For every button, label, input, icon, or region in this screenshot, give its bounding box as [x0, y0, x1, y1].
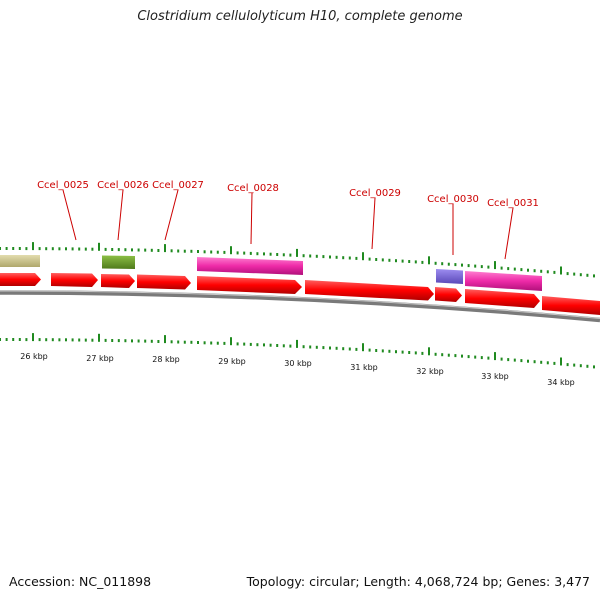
cds-arrow [101, 274, 135, 288]
cds-arrow [465, 289, 540, 308]
scale-labels: 26 kbp 27 kbp 28 kbp 29 kbp 30 kbp 31 kb… [20, 352, 575, 387]
feature-box [465, 271, 542, 291]
gene-label[interactable]: Ccel_0029 [349, 188, 401, 199]
upper-tick-row [0, 242, 595, 278]
cds-arrow [435, 287, 462, 302]
feature-box [102, 255, 135, 269]
leader-line [164, 189, 179, 241]
cds-arrow [0, 273, 41, 286]
kbp-label: 32 kbp [416, 367, 444, 376]
gene-label[interactable]: Ccel_0031 [487, 198, 539, 209]
gene-leader-lines [62, 189, 514, 260]
cds-arrow [197, 276, 302, 294]
kbp-label: 33 kbp [481, 372, 509, 381]
cds-arrow [137, 274, 191, 290]
cds-arrow [542, 296, 600, 315]
cds-arrow [305, 280, 434, 301]
kbp-label: 27 kbp [86, 354, 114, 363]
leader-line [62, 189, 77, 241]
gene-label[interactable]: Ccel_0030 [427, 194, 479, 205]
gene-label[interactable]: Ccel_0025 [37, 180, 89, 191]
map-title: Clostridium cellulolyticum H10, complete… [137, 9, 463, 24]
gene-label[interactable]: Ccel_0028 [227, 183, 279, 194]
kbp-label: 29 kbp [218, 357, 246, 366]
kbp-label: 26 kbp [20, 352, 48, 361]
kbp-label: 34 kbp [547, 378, 575, 387]
leader-line [117, 189, 124, 241]
accession-text: Accession: NC_011898 [9, 574, 152, 589]
cds-arrow [51, 273, 98, 287]
genome-backbone [0, 290, 600, 323]
feature-box [0, 255, 40, 267]
gene-label[interactable]: Ccel_0027 [152, 180, 204, 191]
feature-box [197, 257, 303, 275]
leader-line [371, 197, 376, 250]
genome-backbone-highlight [0, 290, 600, 319]
gene-labels: Ccel_0025 Ccel_0026 Ccel_0027 Ccel_0028 … [37, 180, 539, 209]
cds-track [0, 273, 600, 315]
kbp-label: 30 kbp [284, 359, 312, 368]
feature-track [0, 255, 542, 291]
genome-summary-text: Topology: circular; Length: 4,068,724 bp… [246, 574, 590, 589]
leader-line [250, 192, 253, 245]
lower-tick-row [0, 333, 595, 369]
feature-box [436, 269, 463, 284]
leader-line [504, 207, 514, 260]
kbp-label: 28 kbp [152, 355, 180, 364]
kbp-label: 31 kbp [350, 363, 378, 372]
gene-label[interactable]: Ccel_0026 [97, 180, 149, 191]
